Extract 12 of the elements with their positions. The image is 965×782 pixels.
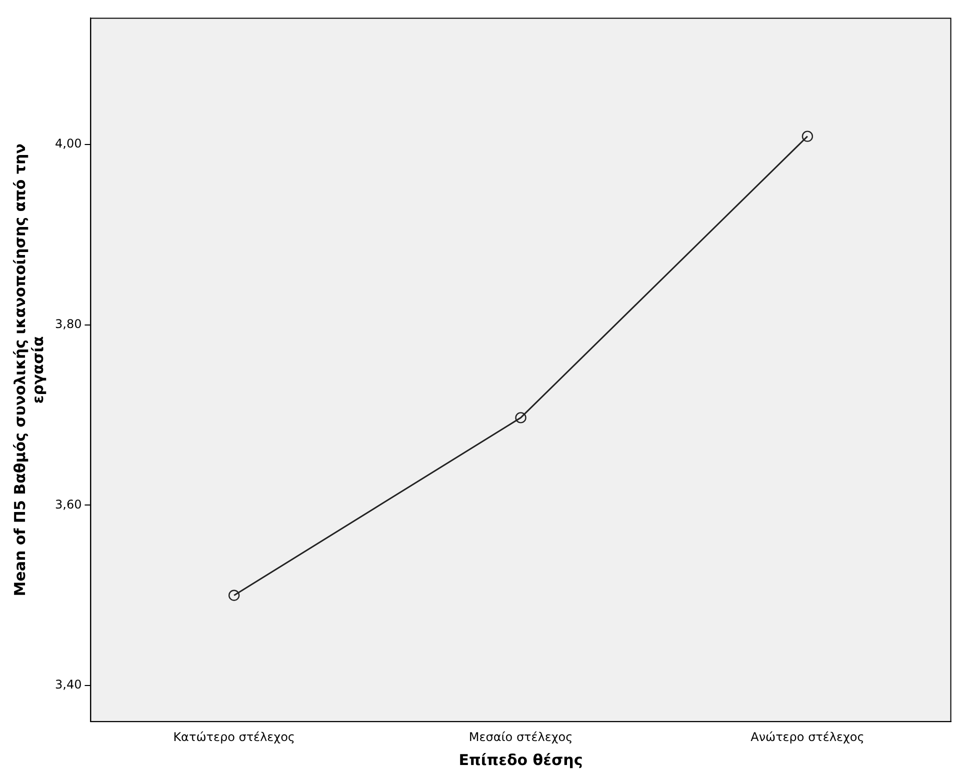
point — [228, 590, 240, 601]
y-tick-label: 3,80 — [55, 316, 82, 331]
x-tick-label: Κατώτερο στέλεχος — [173, 730, 295, 744]
x-tick-label: Ανώτερο στέλεχος — [750, 730, 864, 744]
y-axis-title: Mean of Π5 Βαθμός συνολικής ικανοποίησης από την εργασία — [10, 144, 47, 596]
y-tick-label: 3,60 — [55, 497, 82, 512]
y-tick-label: 3,40 — [55, 678, 82, 692]
y-tick-label: 4,00 — [55, 136, 82, 151]
x-tick-label: Μεσαίο στέλεχος — [468, 730, 573, 744]
x-axis-title: Επίπεδο θέσης — [458, 750, 583, 769]
point — [802, 130, 814, 142]
point — [515, 412, 526, 424]
